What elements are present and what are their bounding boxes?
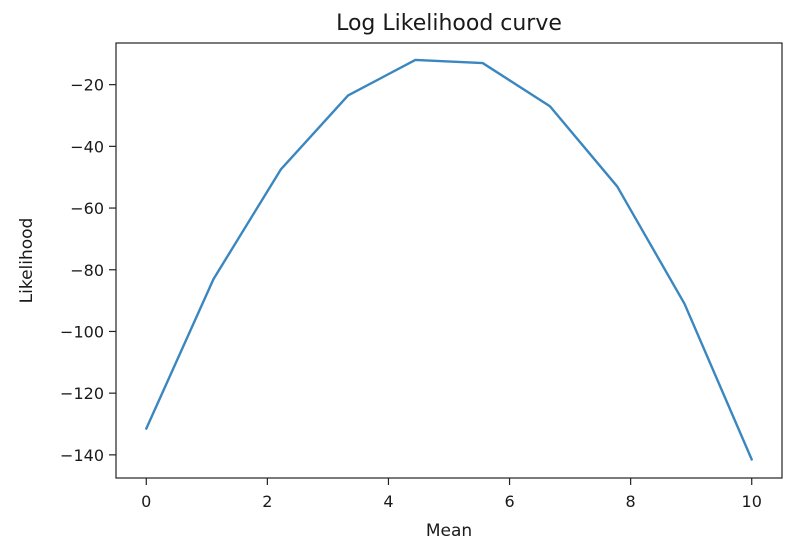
y-axis: −140 −120 −100 −80 −60 −40 −20: [60, 76, 116, 465]
y-tick-label: −100: [60, 322, 104, 341]
y-axis-label: Likelihood: [17, 218, 37, 304]
y-tick-label: −40: [70, 137, 104, 156]
y-tick-label: −80: [70, 261, 104, 280]
x-tick-label: 10: [742, 492, 762, 511]
plot-frame: [115, 42, 783, 479]
x-tick-label: 2: [262, 492, 272, 511]
x-tick-label: 0: [141, 492, 151, 511]
chart-title: Log Likelihood curve: [336, 11, 562, 36]
y-tick-label: −120: [60, 384, 104, 403]
y-tick-label: −20: [70, 76, 104, 95]
x-tick-label: 8: [626, 492, 636, 511]
y-tick-label: −60: [70, 199, 104, 218]
x-tick-label: 4: [383, 492, 393, 511]
likelihood-series-line: [145, 58, 753, 461]
y-tick-label: −140: [60, 446, 104, 465]
x-tick-label: 6: [504, 492, 514, 511]
x-axis-label: Mean: [426, 521, 472, 541]
x-axis: 0 2 4 6 8 10: [141, 478, 762, 511]
